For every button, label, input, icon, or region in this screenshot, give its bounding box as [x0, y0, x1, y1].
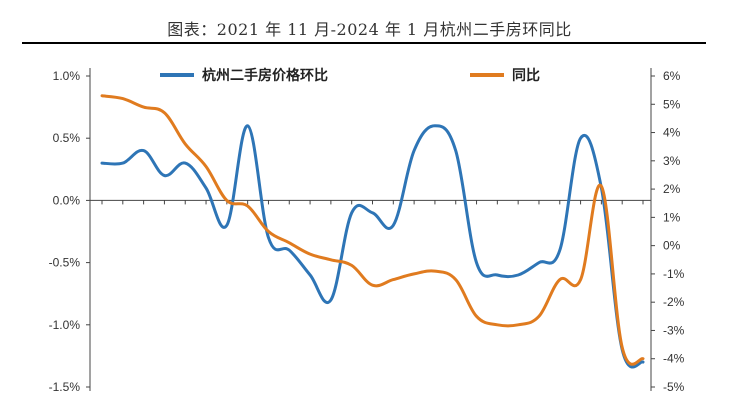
point-yoy-22 — [558, 278, 561, 281]
y-right-tick-label: 5% — [663, 97, 681, 111]
point-mom-26 — [642, 361, 645, 364]
y-right-tick-label: -1% — [663, 267, 685, 281]
point-yoy-12 — [350, 264, 353, 267]
point-yoy-1 — [121, 97, 124, 100]
point-yoy-11 — [329, 258, 332, 261]
point-yoy-13 — [371, 284, 374, 287]
point-yoy-17 — [454, 278, 457, 281]
point-mom-2 — [142, 149, 145, 152]
y-left-tick-label: 1.0% — [53, 69, 81, 83]
chart-title: 图表：2021 年 11 月-2024 年 1 月杭州二手房环同比 — [167, 20, 572, 39]
y-left-tick-label: 0.0% — [53, 193, 81, 207]
y-right-tick-label: 6% — [663, 69, 681, 83]
series-line-mom — [100, 124, 645, 369]
y-right-tick-label: 2% — [663, 182, 681, 196]
point-mom-8 — [267, 236, 270, 239]
point-yoy-26 — [642, 357, 645, 360]
point-yoy-25 — [621, 346, 624, 349]
point-yoy-16 — [433, 270, 436, 273]
point-mom-17 — [454, 149, 457, 152]
point-mom-21 — [538, 261, 541, 264]
point-yoy-7 — [246, 205, 249, 208]
point-yoy-0 — [101, 94, 104, 97]
point-mom-22 — [558, 249, 561, 252]
point-mom-11 — [329, 298, 332, 301]
point-yoy-4 — [184, 142, 187, 145]
point-mom-13 — [371, 211, 374, 214]
y-left-tick-label: -1.5% — [49, 380, 81, 394]
y-left-tick-label: -0.5% — [49, 256, 81, 270]
point-mom-18 — [475, 261, 478, 264]
y-right-tick-label: -4% — [663, 352, 685, 366]
point-mom-20 — [517, 274, 520, 277]
y-right-tick-label: 1% — [663, 210, 681, 224]
point-yoy-8 — [267, 230, 270, 233]
point-yoy-21 — [538, 315, 541, 318]
point-yoy-19 — [496, 323, 499, 326]
y-right-tick-label: 4% — [663, 126, 681, 140]
point-mom-6 — [225, 224, 228, 227]
point-mom-3 — [163, 174, 166, 177]
point-yoy-18 — [475, 315, 478, 318]
point-mom-5 — [205, 187, 208, 190]
point-mom-14 — [392, 224, 395, 227]
point-yoy-14 — [392, 278, 395, 281]
legend-yoy-label: 同比 — [512, 67, 540, 84]
point-mom-9 — [288, 249, 291, 252]
point-mom-12 — [350, 211, 353, 214]
point-yoy-6 — [225, 199, 228, 202]
point-mom-15 — [413, 149, 416, 152]
y-right-tick-label: 3% — [663, 154, 681, 168]
y-left-tick-label: -1.0% — [49, 318, 81, 332]
y-right-tick-label: -5% — [663, 380, 685, 394]
point-mom-19 — [496, 274, 499, 277]
point-mom-23 — [579, 137, 582, 140]
point-yoy-10 — [309, 253, 312, 256]
point-yoy-24 — [600, 185, 603, 188]
y-right-tick-label: -3% — [663, 323, 685, 337]
point-yoy-5 — [205, 165, 208, 168]
point-yoy-2 — [142, 106, 145, 109]
point-mom-4 — [184, 162, 187, 165]
point-mom-1 — [121, 162, 124, 165]
point-yoy-20 — [517, 323, 520, 326]
point-yoy-3 — [163, 111, 166, 114]
y-left-tick-label: 0.5% — [53, 131, 81, 145]
point-yoy-15 — [413, 272, 416, 275]
point-yoy-9 — [288, 241, 291, 244]
legend-mom-label: 杭州二手房价格环比 — [202, 67, 328, 84]
y-right-tick-label: -2% — [663, 295, 685, 309]
series-line-yoy — [100, 94, 645, 366]
point-mom-10 — [309, 274, 312, 277]
point-mom-7 — [246, 124, 249, 127]
point-yoy-23 — [579, 278, 582, 281]
point-mom-0 — [101, 162, 104, 165]
point-mom-16 — [433, 124, 436, 127]
y-right-tick-label: 0% — [663, 239, 681, 253]
